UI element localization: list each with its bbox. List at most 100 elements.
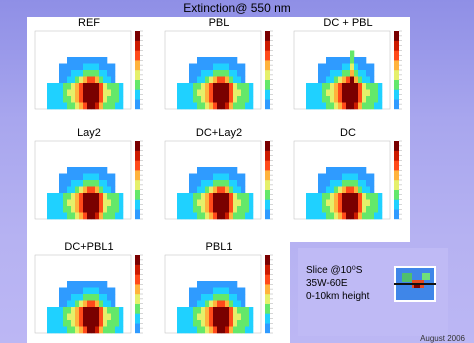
heatmap-cell — [177, 206, 182, 213]
heatmap-cell — [213, 186, 218, 194]
heatmap-cell — [205, 57, 210, 64]
heatmap-cell — [221, 180, 226, 187]
heatmap-cell — [201, 63, 206, 71]
heatmap-cell — [241, 186, 246, 194]
heatmap-cell — [330, 193, 335, 200]
heatmap-cell — [75, 300, 80, 308]
heatmap-cell — [51, 320, 56, 327]
heatmap-cell — [225, 300, 230, 308]
heatmap-cell — [67, 76, 72, 84]
heatmap-cell — [318, 76, 323, 84]
heatmap-cell — [370, 76, 375, 84]
heatmap-cell — [111, 186, 116, 194]
heatmap-cell — [362, 186, 367, 194]
heatmap-cell — [197, 173, 202, 181]
heatmap-cell — [91, 180, 96, 187]
heatmap-cell — [99, 83, 104, 90]
heatmap-cell — [350, 50, 355, 58]
heatmap-cell — [107, 212, 112, 220]
heatmap-cell — [119, 96, 124, 103]
heatmap-cell — [338, 186, 343, 194]
heatmap-cell — [83, 307, 88, 314]
colorbar-segment — [394, 79, 399, 90]
heatmap-cell — [326, 212, 331, 220]
heatmap-cell — [71, 83, 76, 90]
heatmap-cell — [63, 96, 68, 103]
heatmap-cell — [63, 300, 68, 308]
heatmap-cell — [79, 167, 84, 174]
heatmap-cell — [71, 212, 76, 220]
heatmap-cell — [233, 281, 238, 288]
heatmap-cell — [225, 212, 230, 220]
heatmap-cell — [55, 307, 60, 314]
heatmap-cell — [213, 83, 218, 90]
heatmap-cell — [79, 300, 84, 308]
heatmap-cell — [201, 313, 206, 321]
heatmap-cell — [217, 313, 222, 321]
heatmap-cell — [241, 70, 246, 77]
panel-title: Lay2 — [77, 127, 101, 139]
heatmap-cell — [346, 89, 351, 97]
heatmap-cell — [229, 76, 234, 84]
heatmap-cell — [201, 300, 206, 308]
heatmap-cell — [354, 186, 359, 194]
heatmap-cell — [217, 173, 222, 181]
heatmap-cell — [83, 186, 88, 194]
heatmap-cell — [75, 199, 80, 207]
heatmap-cell — [91, 212, 96, 220]
heatmap-cell — [197, 186, 202, 194]
heatmap-cell — [201, 96, 206, 103]
heatmap-cell — [107, 287, 112, 295]
heatmap-cell — [197, 70, 202, 77]
heatmap-cell — [189, 102, 194, 110]
heatmap-cell — [370, 199, 375, 207]
heatmap-cell — [79, 102, 84, 110]
heatmap-cell — [189, 320, 194, 327]
colorbar-segment — [394, 189, 399, 200]
heatmap-cell — [189, 180, 194, 187]
heatmap-cell — [193, 193, 198, 200]
heatmap-cell — [326, 167, 331, 174]
heatmap-cell — [201, 102, 206, 110]
panel-svg — [164, 140, 273, 220]
heatmap-cell — [245, 307, 250, 314]
heatmap-cell — [374, 206, 379, 213]
heatmap-cell — [67, 326, 72, 334]
heatmap-cell — [177, 212, 182, 220]
heatmap-cell — [197, 57, 202, 64]
colorbar-segment — [135, 323, 140, 334]
heatmap-cell — [326, 193, 331, 200]
heatmap-cell — [75, 173, 80, 181]
heatmap-cell — [245, 206, 250, 213]
heatmap-cell — [83, 89, 88, 97]
heatmap-cell — [95, 199, 100, 207]
colorbar-segment — [394, 31, 399, 41]
heatmap-cell — [229, 287, 234, 295]
heatmap-cell — [181, 199, 186, 207]
colorbar-segment — [265, 209, 270, 220]
heatmap-cell — [213, 287, 218, 295]
heatmap-cell — [55, 83, 60, 90]
colorbar-segment — [265, 180, 270, 190]
heatmap-cell — [71, 206, 76, 213]
heatmap-cell — [95, 70, 100, 77]
heatmap-cell — [374, 212, 379, 220]
heatmap-cell — [233, 57, 238, 64]
heatmap-cell — [338, 193, 343, 200]
heatmap-cell — [306, 102, 311, 110]
heatmap-cell — [249, 83, 254, 90]
heatmap-cell — [318, 70, 323, 77]
heatmap-cell — [107, 63, 112, 71]
heatmap-cell — [193, 307, 198, 314]
panel-svg — [293, 140, 402, 220]
colorbar-segment — [135, 303, 140, 314]
heatmap-cell — [189, 287, 194, 295]
heatmap-cell — [241, 76, 246, 84]
heatmap-cell — [233, 76, 238, 84]
heatmap-cell — [83, 294, 88, 301]
heatmap-cell — [189, 212, 194, 220]
heatmap-cell — [107, 70, 112, 77]
heatmap-cell — [67, 180, 72, 187]
heatmap-cell — [197, 199, 202, 207]
heatmap-cell — [185, 83, 190, 90]
